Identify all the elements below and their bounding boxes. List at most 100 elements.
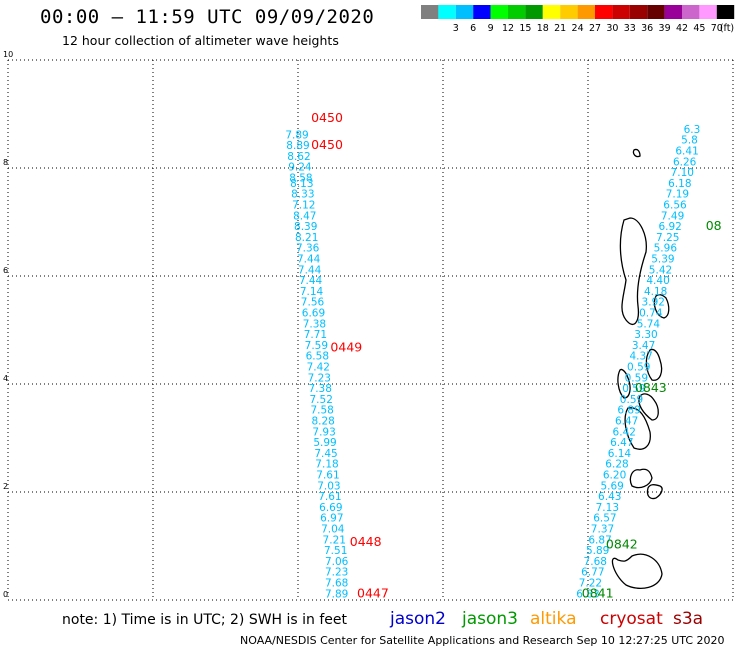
legend-label: 18 (537, 23, 549, 34)
lat-tick-label: 0 (3, 590, 8, 599)
land-outline (611, 553, 663, 589)
wave-height-value: 8.28 (311, 416, 334, 428)
pass-time-label: 0448 (350, 534, 382, 549)
wave-height-value: 5.99 (313, 437, 336, 449)
wave-height-value: 4.37 (629, 351, 652, 363)
legend-swatch (508, 5, 526, 19)
land-outline (619, 217, 647, 325)
wave-height-value: 7.45 (314, 448, 337, 460)
wave-height-value: 6.47 (615, 416, 638, 428)
wave-height-value: 6.47 (610, 437, 633, 449)
wave-height-value: 6.57 (593, 513, 616, 525)
legend-swatch (542, 5, 561, 19)
wave-height-value: 7.61 (318, 491, 341, 503)
legend-swatch (629, 5, 648, 19)
wave-height-value: 6.69 (319, 502, 342, 514)
wave-height-value: 4.18 (644, 286, 667, 298)
wave-height-value: 5.39 (651, 254, 674, 266)
wave-height-value: 7.58 (310, 405, 333, 417)
wave-height-value: 7.03 (317, 480, 340, 492)
wave-height-value: 7.89 (285, 129, 308, 141)
wave-height-value: 0.59 (627, 362, 650, 374)
wave-height-value: 6.43 (598, 491, 621, 503)
wave-height-value: 8.21 (295, 232, 318, 244)
wave-height-value: 7.93 (312, 426, 335, 438)
map-title: 00:00 – 11:59 UTC 09/09/2020 (40, 6, 375, 28)
wave-height-value: 7.61 (316, 470, 339, 482)
legend-swatch (595, 5, 613, 19)
pass-time-label: 08 (706, 218, 722, 233)
map-subtitle: 12 hour collection of altimeter wave hei… (62, 33, 339, 48)
wave-height-value: 7.06 (325, 556, 349, 568)
wave-height-value: 7.21 (323, 534, 346, 546)
wave-height-value: 8.47 (293, 210, 316, 222)
legend-label: 12 (502, 23, 514, 34)
legend-label: 36 (641, 23, 653, 34)
wave-height-value: 7.04 (321, 524, 345, 536)
wave-height-value: 7.10 (671, 167, 694, 179)
wave-height-value: 8.89 (286, 140, 309, 152)
legend-swatch (716, 5, 735, 19)
legend-label: 24 (572, 23, 584, 34)
wave-height-value: 7.14 (300, 286, 324, 298)
wave-height-value: 6.14 (608, 448, 632, 460)
legend-swatch (664, 5, 682, 19)
wave-height-value: 6.20 (603, 470, 626, 482)
legend-swatch (560, 5, 578, 19)
wave-height-value: 8.33 (291, 189, 314, 201)
wave-height-value: 7.38 (303, 318, 326, 330)
legend-swatch (647, 5, 665, 19)
wave-height-value: 0.74 (639, 308, 663, 320)
land-outline (638, 393, 659, 421)
wave-height-value: 3.47 (632, 340, 655, 352)
legend-swatch (525, 5, 543, 19)
sat-jason2: jason2 (390, 609, 446, 629)
land-outline (617, 368, 631, 399)
land-outline (645, 348, 663, 381)
color-legend: 3 6 9 12 15 18 21 24 27 30 33 36 39 42 45 70(ft) (421, 5, 735, 34)
wave-height-value: 7.42 (307, 362, 330, 374)
land-outline (653, 294, 670, 319)
wave-height-value: 7.44 (297, 254, 321, 266)
legend-label: 9 (488, 23, 494, 34)
legend-swatch (699, 5, 717, 19)
wave-height-value: 6.83 (576, 588, 599, 600)
wave-height-value: 7.23 (325, 567, 348, 579)
wave-height-value: 3.92 (642, 297, 665, 309)
wave-height-value: 0.59 (622, 383, 645, 395)
wave-height-value: 5.74 (637, 318, 661, 330)
pass-time-label: 0841 (582, 585, 614, 600)
wave-height-value: 6.26 (673, 156, 697, 168)
land-outline (646, 484, 663, 500)
pass-time-label: 0843 (635, 380, 667, 395)
wave-height-value: 7.52 (310, 394, 333, 406)
lat-tick-label: 6 (3, 266, 8, 275)
legend-label: 45 (693, 23, 705, 34)
wave-height-value: 6.18 (668, 178, 691, 190)
wave-height-value: 7.51 (324, 545, 347, 557)
wave-height-value: 5.96 (654, 243, 678, 255)
legend-swatch (577, 5, 595, 19)
pass-time-label: 0447 (357, 585, 389, 600)
wave-height-value: 7.36 (296, 243, 320, 255)
land-outline (624, 407, 651, 450)
legend-label: 30 (606, 23, 618, 34)
wave-height-value: 4.40 (646, 275, 669, 287)
land-outline (629, 468, 653, 489)
wave-height-value: 7.18 (315, 459, 338, 471)
lat-tick-label: 10 (3, 50, 13, 59)
legend-label: 70 (711, 23, 723, 34)
wave-height-value: 7.68 (325, 578, 348, 590)
wave-height-value: 6.77 (581, 567, 604, 579)
wave-height-value: 8.39 (294, 221, 317, 233)
wave-height-value: 6.58 (306, 351, 329, 363)
wave-height-value: 7.44 (298, 264, 322, 276)
wave-height-value: 7.89 (325, 588, 348, 600)
legend-swatch (682, 5, 700, 19)
wave-height-value: 7.71 (304, 329, 327, 341)
wave-height-value: 5.42 (649, 264, 672, 276)
credit-line: NOAA/NESDIS Center for Satellite Applica… (240, 634, 725, 647)
legend-swatch (455, 5, 474, 19)
legend-label: 27 (589, 23, 601, 34)
sat-jason3: jason3 (462, 609, 518, 629)
